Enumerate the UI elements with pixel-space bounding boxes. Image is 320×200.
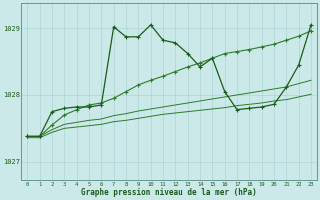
X-axis label: Graphe pression niveau de la mer (hPa): Graphe pression niveau de la mer (hPa) xyxy=(81,188,257,197)
